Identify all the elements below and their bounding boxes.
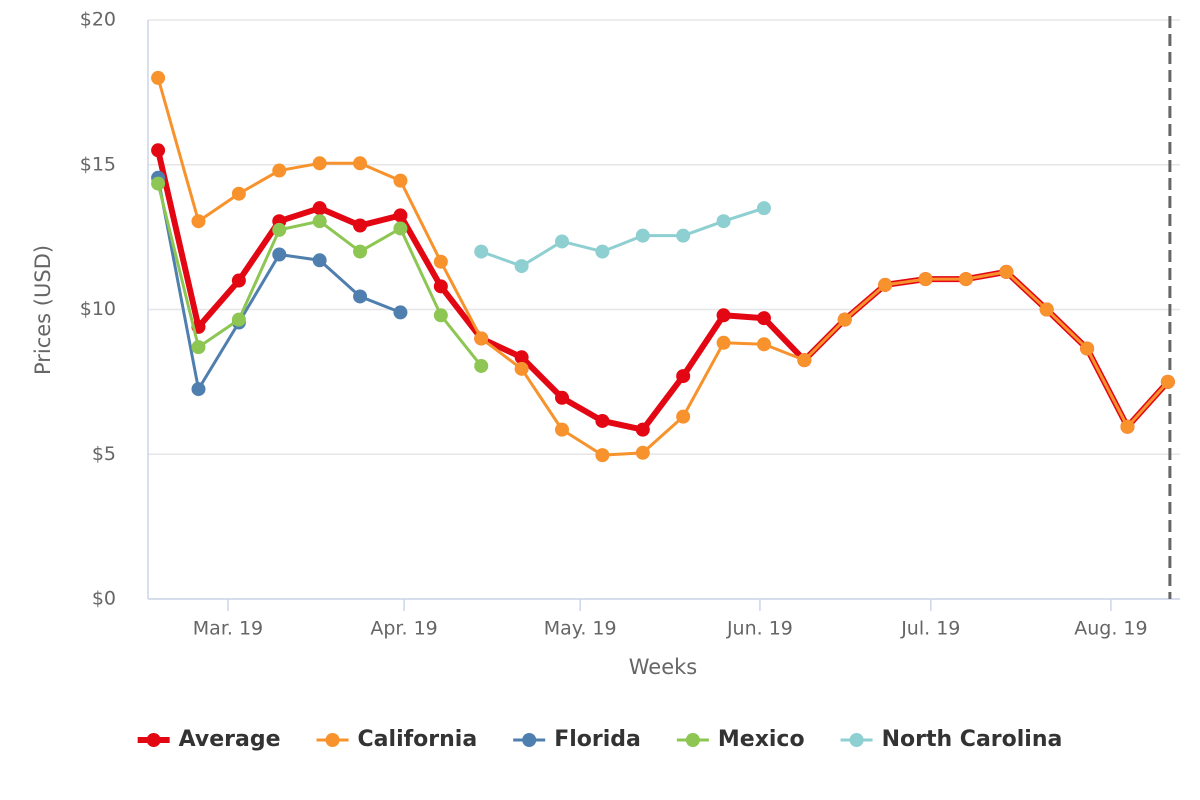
data-point (999, 264, 1014, 279)
x-tick-label: Jul. 19 (900, 618, 960, 640)
data-point (837, 312, 852, 327)
data-point (514, 361, 529, 376)
legend-label: Average (179, 727, 281, 752)
x-axis-title: Weeks (629, 655, 697, 679)
data-point (555, 422, 570, 437)
data-point (474, 358, 489, 373)
data-point (312, 253, 327, 268)
data-point (474, 244, 489, 259)
x-tick-label: Mar. 19 (193, 618, 263, 640)
legend-swatch (325, 733, 340, 747)
data-point (1120, 419, 1135, 434)
y-tick-label: $20 (80, 9, 116, 31)
data-point (635, 445, 650, 460)
y-tick-label: $15 (80, 153, 116, 175)
data-point (595, 244, 610, 259)
data-point (958, 272, 973, 287)
data-point (433, 254, 448, 269)
data-point (716, 308, 731, 323)
data-point (272, 163, 287, 178)
data-point (1039, 302, 1054, 317)
data-point (676, 369, 691, 384)
data-point (514, 259, 529, 274)
data-point (353, 156, 368, 171)
data-point (756, 201, 771, 216)
data-point (595, 448, 610, 463)
y-tick-label: $5 (92, 443, 116, 465)
data-point (393, 305, 408, 320)
data-point (231, 273, 246, 288)
legend-item[interactable]: California (316, 727, 478, 752)
legend-item[interactable]: Mexico (676, 727, 805, 752)
legend-item[interactable]: North Carolina (840, 727, 1063, 752)
data-point (191, 382, 206, 397)
data-point (353, 289, 368, 304)
legend-swatch (146, 733, 161, 747)
data-point (676, 228, 691, 243)
x-tick-label: May. 19 (544, 618, 617, 640)
data-point (595, 413, 610, 428)
data-point (312, 201, 327, 216)
data-point (353, 218, 368, 233)
legend-swatch (849, 733, 864, 747)
data-point (1080, 341, 1095, 356)
legend-label: North Carolina (882, 727, 1063, 752)
y-tick-label: $10 (80, 298, 116, 320)
data-point (716, 335, 731, 350)
data-point (1160, 374, 1175, 389)
y-tick-label: $0 (92, 588, 116, 610)
data-point (756, 311, 771, 326)
data-point (555, 234, 570, 249)
series-line (155, 149, 1171, 433)
data-point (231, 312, 246, 327)
legend-item[interactable]: Average (137, 727, 281, 752)
data-point (393, 208, 408, 223)
data-point (353, 244, 368, 259)
legend-swatch (685, 733, 700, 747)
legend-item[interactable]: Florida (513, 727, 641, 752)
data-point (756, 337, 771, 352)
legend-label: Florida (554, 727, 641, 752)
data-point (151, 70, 166, 85)
x-tick-label: Jun. 19 (726, 618, 793, 640)
series-line (480, 206, 765, 268)
data-point (272, 222, 287, 237)
data-point (393, 173, 408, 188)
data-point (676, 409, 691, 424)
data-point (878, 277, 893, 292)
data-point (433, 308, 448, 323)
legend-swatch (522, 733, 537, 747)
data-point (393, 221, 408, 236)
legend-label: Mexico (718, 727, 805, 752)
data-point (312, 214, 327, 229)
data-point (433, 279, 448, 294)
data-point (191, 340, 206, 355)
data-point (272, 247, 287, 262)
y-axis-title: Prices (USD) (31, 245, 55, 375)
data-point (918, 272, 933, 287)
x-tick-label: Apr. 19 (370, 618, 437, 640)
data-point (514, 350, 529, 365)
data-point (191, 214, 206, 229)
x-tick-label: Aug. 19 (1074, 618, 1147, 640)
data-point (151, 176, 166, 191)
legend-label: California (358, 727, 478, 752)
data-point (635, 422, 650, 437)
data-point (797, 353, 812, 368)
data-point (231, 186, 246, 201)
data-point (635, 228, 650, 243)
data-point (312, 156, 327, 171)
data-point (151, 143, 166, 158)
data-point (716, 214, 731, 229)
data-point (474, 331, 489, 346)
data-point (555, 390, 570, 405)
